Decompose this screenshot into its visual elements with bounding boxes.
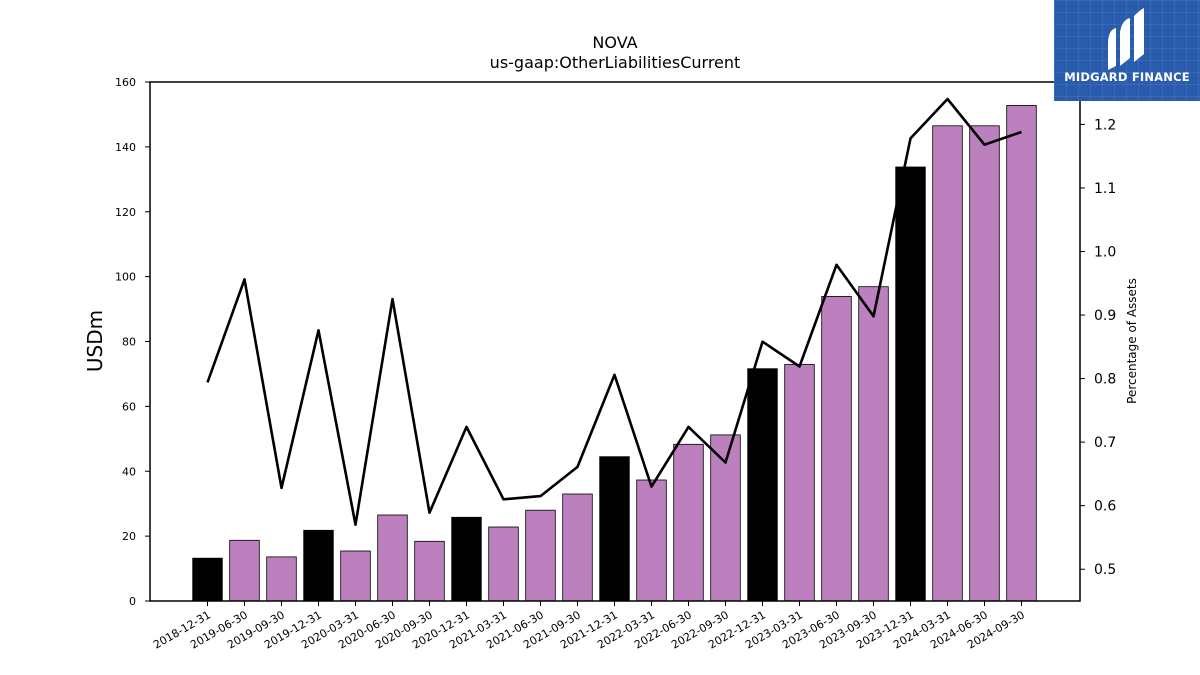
bar-2022-06-30 [673, 443, 704, 602]
bar-2023-09-30 [858, 286, 889, 602]
chart-title: NOVA [592, 33, 637, 52]
series-line [206, 97, 1022, 526]
y2-tick-label: 1.1 [1094, 181, 1116, 197]
bar-2024-06-30 [969, 125, 1000, 602]
y-tick-label: 80 [122, 336, 136, 349]
y2-axis-label: Percentage of Assets [1125, 278, 1139, 404]
bar-2022-12-31 [747, 368, 778, 602]
y-tick-label: 40 [122, 465, 136, 478]
bar-2020-09-30 [414, 540, 445, 602]
bar-2023-03-31 [784, 364, 815, 602]
bar-2024-03-31 [932, 125, 963, 602]
bar-2020-06-30 [377, 514, 408, 602]
y-tick-label: 120 [115, 206, 136, 219]
bar-2019-12-31 [303, 529, 334, 602]
y2-tick-label: 1.2 [1094, 117, 1116, 133]
bar-2019-06-30 [229, 539, 260, 602]
y-tick-label: 0 [129, 595, 136, 608]
y2-tick-label: 0.8 [1094, 372, 1116, 388]
bar-2020-12-31 [451, 516, 482, 602]
midgard-logo: MIDGARD FINANCE [1054, 0, 1200, 101]
bar-2021-09-30 [562, 493, 593, 602]
bar-2021-06-30 [525, 509, 556, 602]
y-tick-label: 100 [115, 271, 136, 284]
y-tick-label: 20 [122, 530, 136, 543]
bar-2020-03-31 [340, 550, 371, 602]
y2-tick-label: 0.5 [1094, 562, 1116, 578]
y2-tick-label: 0.9 [1094, 308, 1116, 324]
bar-2019-09-30 [266, 556, 297, 602]
bar-2024-09-30 [1006, 105, 1037, 602]
chart-subtitle: us-gaap:OtherLiabilitiesCurrent [490, 53, 741, 72]
bar-2018-12-31 [192, 557, 223, 602]
y2-tick-label: 0.6 [1094, 499, 1116, 515]
y2-tick-label: 0.7 [1094, 435, 1116, 451]
y2-tick-label: 1.0 [1094, 244, 1116, 260]
y-tick-label: 140 [115, 141, 136, 154]
bar-2023-12-31 [895, 166, 926, 602]
logo-text: MIDGARD FINANCE [1064, 70, 1190, 84]
y-tick-label: 160 [115, 76, 136, 89]
bar-2022-03-31 [636, 479, 667, 602]
bar-2021-03-31 [488, 526, 519, 602]
bar-group [192, 105, 1037, 602]
logo-mark-icon [1108, 8, 1144, 70]
y-axis-label: USDm [83, 310, 107, 372]
bar-2021-12-31 [599, 456, 630, 602]
bar-2023-06-30 [821, 295, 852, 602]
y-tick-label: 60 [122, 400, 136, 413]
